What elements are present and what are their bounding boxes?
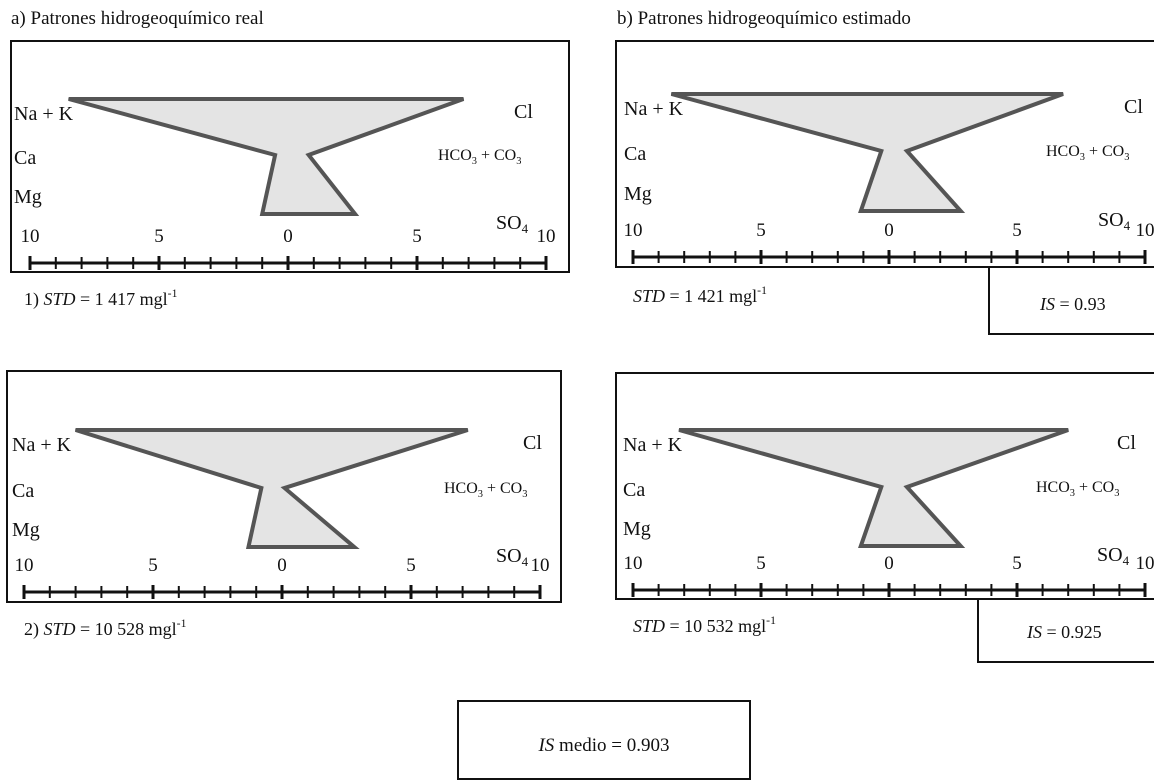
tick-label: 10 [624, 553, 643, 575]
vertex-mg [860, 546, 861, 547]
vertex-so4 [960, 546, 961, 547]
vertex-na-k [679, 430, 680, 431]
label-cl: Cl [1117, 432, 1136, 455]
stiff-polygon [679, 430, 1068, 546]
label-ca: Ca [623, 479, 645, 502]
label-hco3-co3: HCO3 + CO3 [1036, 479, 1119, 499]
std-value: STD = 10 532 mgl-1 [633, 614, 776, 637]
label-mg: Mg [623, 518, 651, 541]
tick-label: 0 [884, 553, 894, 575]
tick-label: 5 [756, 553, 766, 575]
label-so4: SO4 [1097, 544, 1129, 569]
tick-label: 10 [1136, 553, 1154, 575]
is-value: IS = 0.925 [1027, 622, 1102, 643]
vertex-hco3-co3 [906, 487, 907, 488]
tick-label: 5 [1012, 553, 1022, 575]
vertex-cl [1068, 430, 1069, 431]
vertex-ca [881, 487, 882, 488]
label-na-k: Na + K [623, 434, 682, 457]
